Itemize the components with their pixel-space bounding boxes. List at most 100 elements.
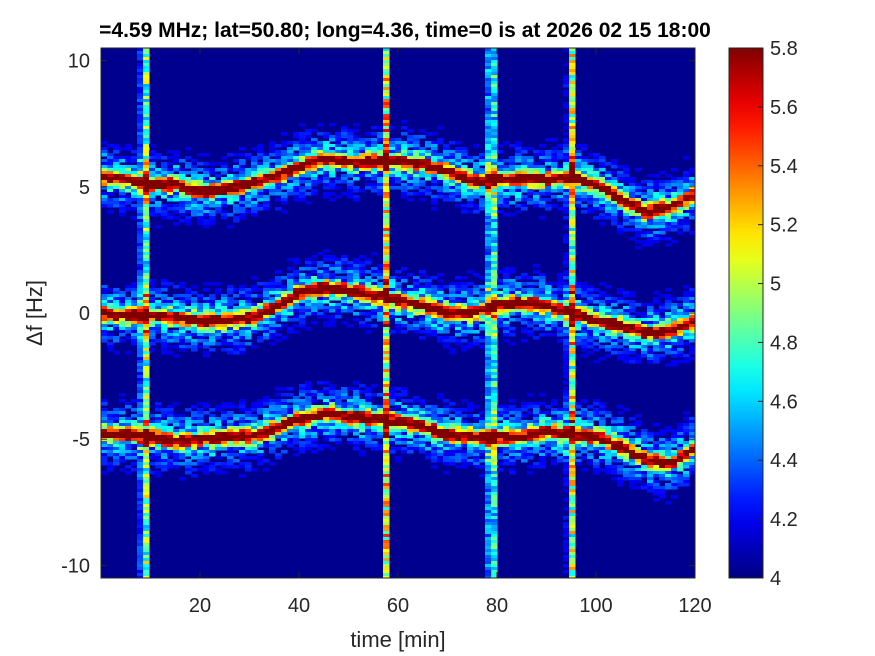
heatmap-cell bbox=[137, 516, 144, 520]
heatmap-cell bbox=[467, 192, 474, 196]
heatmap-cell bbox=[383, 159, 390, 163]
heatmap-cell bbox=[449, 312, 456, 316]
heatmap-cell bbox=[311, 408, 318, 412]
heatmap-cell bbox=[407, 309, 414, 313]
heatmap-cell bbox=[137, 279, 144, 283]
heatmap-cell bbox=[473, 450, 480, 454]
heatmap-cell bbox=[359, 321, 366, 325]
heatmap-cell bbox=[125, 165, 132, 169]
heatmap-cell bbox=[311, 183, 318, 187]
heatmap-cell bbox=[431, 423, 438, 427]
heatmap-cell bbox=[149, 327, 156, 331]
heatmap-cell bbox=[401, 447, 408, 451]
heatmap-cell bbox=[419, 306, 426, 310]
heatmap-cell bbox=[437, 339, 444, 343]
heatmap-cell bbox=[113, 312, 120, 316]
heatmap-cell bbox=[143, 108, 150, 112]
heatmap-cell bbox=[311, 444, 318, 448]
heatmap-cell bbox=[281, 192, 288, 196]
heatmap-cell bbox=[191, 180, 198, 184]
heatmap-cell bbox=[281, 438, 288, 442]
heatmap-cell bbox=[449, 318, 456, 322]
heatmap-cell bbox=[353, 303, 360, 307]
heatmap-cell bbox=[293, 291, 300, 295]
heatmap-cell bbox=[539, 168, 546, 172]
heatmap-cell bbox=[275, 144, 282, 148]
heatmap-cell bbox=[515, 276, 522, 280]
heatmap-cell bbox=[257, 204, 264, 208]
heatmap-cell bbox=[131, 324, 138, 328]
heatmap-cell bbox=[383, 216, 390, 220]
heatmap-cell bbox=[497, 294, 504, 298]
heatmap-cell bbox=[257, 315, 264, 319]
heatmap-cell bbox=[113, 306, 120, 310]
heatmap-cell bbox=[203, 213, 210, 217]
heatmap-cell bbox=[287, 183, 294, 187]
heatmap-cell bbox=[317, 423, 324, 427]
heatmap-cell bbox=[461, 414, 468, 418]
heatmap-cell bbox=[485, 222, 492, 226]
heatmap-cell bbox=[563, 498, 570, 502]
heatmap-cell bbox=[251, 429, 258, 433]
heatmap-cell bbox=[473, 429, 480, 433]
heatmap-cell bbox=[431, 411, 438, 415]
heatmap-cell bbox=[251, 417, 258, 421]
heatmap-cell bbox=[299, 312, 306, 316]
heatmap-cell bbox=[353, 264, 360, 268]
heatmap-cell bbox=[437, 408, 444, 412]
heatmap-cell bbox=[485, 348, 492, 352]
heatmap-cell bbox=[485, 540, 492, 544]
heatmap-cell bbox=[563, 405, 570, 409]
heatmap-cell bbox=[515, 309, 522, 313]
heatmap-cell bbox=[413, 279, 420, 283]
heatmap-cell bbox=[323, 414, 330, 418]
heatmap-cell bbox=[539, 312, 546, 316]
heatmap-cell bbox=[545, 333, 552, 337]
heatmap-cell bbox=[563, 93, 570, 97]
heatmap-cell bbox=[281, 153, 288, 157]
heatmap-cell bbox=[377, 288, 384, 292]
heatmap-cell bbox=[455, 159, 462, 163]
heatmap-cell bbox=[305, 174, 312, 178]
heatmap-cell bbox=[461, 300, 468, 304]
heatmap-cell bbox=[215, 210, 222, 214]
heatmap-cell bbox=[383, 258, 390, 262]
heatmap-cell bbox=[545, 198, 552, 202]
heatmap-cell bbox=[437, 330, 444, 334]
heatmap-cell bbox=[491, 195, 498, 199]
heatmap-cell bbox=[137, 330, 144, 334]
heatmap-cell bbox=[437, 141, 444, 145]
heatmap-cell bbox=[281, 399, 288, 403]
heatmap-cell bbox=[455, 150, 462, 154]
heatmap-cell bbox=[113, 450, 120, 454]
heatmap-cell bbox=[323, 177, 330, 181]
heatmap-cell bbox=[155, 153, 162, 157]
heatmap-cell bbox=[383, 414, 390, 418]
heatmap-cell bbox=[431, 144, 438, 148]
heatmap-cell bbox=[269, 297, 276, 301]
heatmap-cell bbox=[131, 444, 138, 448]
heatmap-cell bbox=[281, 201, 288, 205]
heatmap-cell bbox=[479, 204, 486, 208]
heatmap-cell bbox=[563, 141, 570, 145]
heatmap-cell bbox=[143, 384, 150, 388]
heatmap-cell bbox=[161, 459, 168, 463]
heatmap-cell bbox=[191, 174, 198, 178]
heatmap-cell bbox=[299, 153, 306, 157]
heatmap-cell bbox=[149, 165, 156, 169]
heatmap-cell bbox=[305, 447, 312, 451]
heatmap-cell bbox=[209, 198, 216, 202]
heatmap-cell bbox=[257, 153, 264, 157]
heatmap-cell bbox=[461, 159, 468, 163]
heatmap-cell bbox=[425, 291, 432, 295]
heatmap-cell bbox=[293, 408, 300, 412]
heatmap-cell bbox=[113, 147, 120, 151]
heatmap-cell bbox=[485, 258, 492, 262]
heatmap-cell bbox=[419, 285, 426, 289]
heatmap-cell bbox=[479, 312, 486, 316]
heatmap-cell bbox=[461, 456, 468, 460]
heatmap-cell bbox=[557, 174, 564, 178]
heatmap-cell bbox=[563, 48, 570, 52]
heatmap-cell bbox=[461, 204, 468, 208]
heatmap-cell bbox=[137, 75, 144, 79]
